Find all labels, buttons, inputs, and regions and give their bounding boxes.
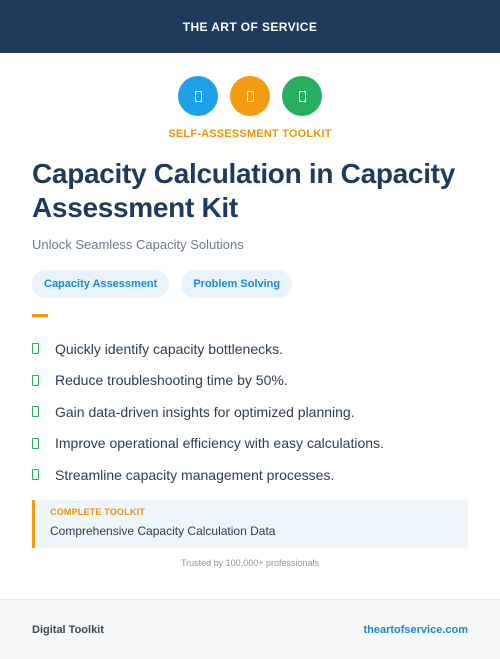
check-icon bbox=[32, 374, 39, 386]
footer-bar: Digital Toolkit theartofservice.com bbox=[0, 599, 500, 659]
callout-value: Comprehensive Capacity Calculation Data bbox=[50, 524, 276, 538]
list-item: Reduce troubleshooting time by 50%. bbox=[32, 365, 472, 397]
footer-label: Digital Toolkit bbox=[32, 623, 104, 636]
document-icon bbox=[178, 76, 218, 116]
page-title: Capacity Calculation in Capacity Assessm… bbox=[32, 158, 455, 223]
tag-list: Capacity Assessment Problem Solving bbox=[32, 270, 293, 298]
website-link[interactable]: theartofservice.com bbox=[363, 623, 468, 636]
brand-name: THE ART OF SERVICE bbox=[182, 19, 318, 34]
benefit-text: Gain data-driven insights for optimized … bbox=[55, 403, 355, 420]
tag-problem-solving[interactable]: Problem Solving bbox=[181, 270, 293, 298]
check-icon bbox=[32, 406, 39, 418]
check-icon bbox=[32, 469, 39, 481]
document-icon bbox=[282, 76, 322, 116]
list-item: Streamline capacity management processes… bbox=[32, 459, 472, 491]
list-item: Gain data-driven insights for optimized … bbox=[32, 396, 472, 428]
list-item: Improve operational efficiency with easy… bbox=[32, 428, 472, 460]
subtitle: Unlock Seamless Capacity Solutions bbox=[32, 237, 244, 252]
check-icon bbox=[32, 343, 39, 355]
accent-divider bbox=[32, 314, 48, 317]
benefit-text: Reduce troubleshooting time by 50%. bbox=[55, 372, 288, 389]
trusted-note: Trusted by 100,000+ professionals bbox=[180, 558, 319, 568]
list-item: Quickly identify capacity bottlenecks. bbox=[32, 333, 472, 365]
callout-label: COMPLETE TOOLKIT bbox=[50, 507, 146, 517]
header-bar: THE ART OF SERVICE bbox=[0, 0, 500, 53]
benefit-text: Improve operational efficiency with easy… bbox=[55, 435, 384, 452]
benefit-text: Quickly identify capacity bottlenecks. bbox=[55, 340, 283, 357]
benefit-list: Quickly identify capacity bottlenecks. R… bbox=[32, 333, 472, 491]
kicker-label: SELF-ASSESSMENT TOOLKIT bbox=[168, 128, 332, 140]
benefit-text: Streamline capacity management processes… bbox=[55, 466, 335, 483]
icon-row bbox=[0, 76, 500, 116]
tag-capacity-assessment[interactable]: Capacity Assessment bbox=[32, 270, 170, 298]
document-icon bbox=[230, 76, 270, 116]
complete-toolkit-callout: COMPLETE TOOLKIT Comprehensive Capacity … bbox=[32, 500, 468, 548]
check-icon bbox=[32, 437, 39, 449]
